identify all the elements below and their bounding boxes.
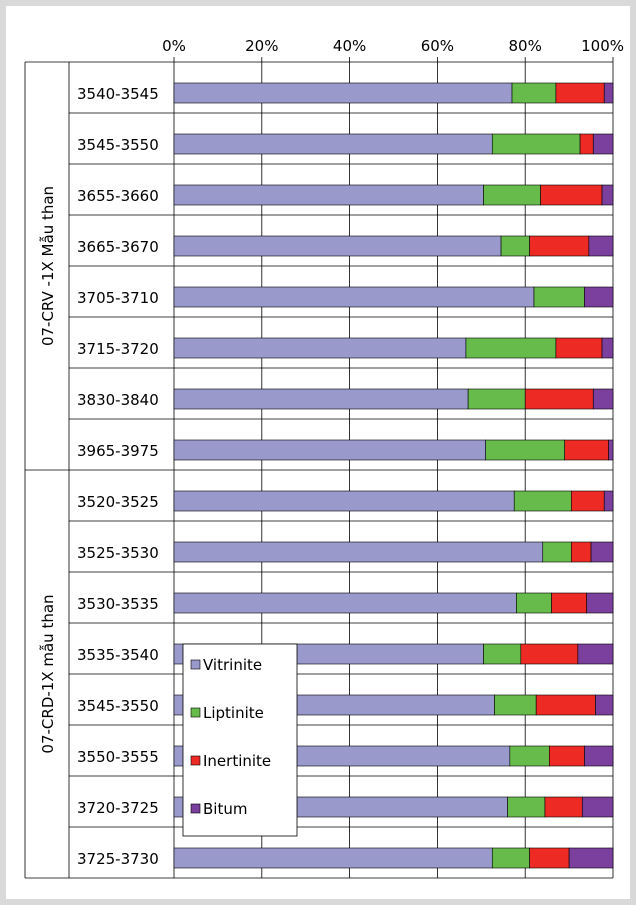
category-label: 3705-3710 [77,289,159,307]
bar-segment-inertinite [579,133,594,155]
bar-segment-bitum [601,337,614,359]
bar-segment-liptinite [500,235,530,257]
bar-segment-bitum [590,541,614,563]
bar-segment-vitrinite [173,388,469,410]
bar-segment-inertinite [570,490,605,512]
category-label: 3720-3725 [77,799,159,817]
bar-segment-inertinite [551,592,587,614]
bar-segment-liptinite [513,490,572,512]
legend-swatch-inertinite [190,755,201,766]
bar-segment-inertinite [564,439,609,461]
bar-segment-bitum [595,694,614,716]
legend-label: Inertinite [203,752,271,770]
bar-segment-inertinite [529,847,570,869]
bar-segment-inertinite [570,541,592,563]
bar-segment-vitrinite [173,337,467,359]
group-label: 07-CRD-1X mẫu than [39,594,57,753]
bar-segment-vitrinite [173,235,502,257]
category-label: 3545-3550 [77,697,159,715]
bar-segment-inertinite [524,388,594,410]
category-label: 3830-3840 [77,391,159,409]
bar-segment-bitum [592,388,614,410]
bar-segment-liptinite [494,694,537,716]
bar-segment-bitum [584,745,614,767]
bar-segment-inertinite [555,337,603,359]
bar-segment-bitum [592,133,614,155]
bar-segment-bitum [601,184,614,206]
bar-segment-liptinite [511,82,557,104]
bar-segment-bitum [577,643,614,665]
bar-segment-bitum [581,796,614,818]
legend-swatch-vitrinite [190,659,201,670]
bar-segment-inertinite [520,643,579,665]
bar-segment-vitrinite [173,184,484,206]
bar-segment-liptinite [465,337,557,359]
category-label: 3545-3550 [77,136,159,154]
bar-segment-vitrinite [173,592,517,614]
x-tick-label: 80% [509,37,542,55]
bar-segment-bitum [603,490,614,512]
category-label: 3665-3670 [77,238,159,256]
category-label: 3540-3545 [77,85,159,103]
x-tick-label: 20% [245,37,278,55]
bar-segment-liptinite [491,133,581,155]
bar-segment-liptinite [516,592,552,614]
bar-segment-vitrinite [173,133,493,155]
bar-segment-inertinite [540,184,603,206]
bar-segment-inertinite [555,82,605,104]
category-label: 3525-3530 [77,544,159,562]
x-tick-label: 100% [581,37,624,55]
bar-segment-bitum [603,82,614,104]
x-tick-label: 40% [333,37,366,55]
bar-segment-bitum [568,847,614,869]
bar-segment-liptinite [467,388,526,410]
bar-segment-liptinite [509,745,550,767]
bar-segment-inertinite [544,796,583,818]
bar-segment-vitrinite [173,490,515,512]
bar-segment-liptinite [507,796,546,818]
bar-segment-vitrinite [173,541,544,563]
x-tick-label: 0% [162,37,186,55]
bar-segment-vitrinite [173,847,493,869]
bar-segment-liptinite [491,847,530,869]
bar-segment-liptinite [542,541,572,563]
bar-segment-inertinite [549,745,585,767]
legend-swatch-liptinite [190,707,201,718]
category-label: 3520-3525 [77,493,159,511]
category-label: 3535-3540 [77,646,159,664]
bar-segment-inertinite [529,235,590,257]
bar-segment-vitrinite [173,439,486,461]
legend-label: Bitum [203,800,247,818]
category-label: 3655-3660 [77,187,159,205]
bar-segment-inertinite [535,694,596,716]
bar-segment-vitrinite [173,286,535,308]
bar-segment-liptinite [483,184,541,206]
category-label: 3725-3730 [77,850,159,868]
category-label: 3965-3975 [77,442,159,460]
legend-label: Vitrinite [203,656,262,674]
bar-segment-liptinite [485,439,566,461]
bar-segment-bitum [588,235,614,257]
x-tick-label: 60% [421,37,454,55]
category-label: 3530-3535 [77,595,159,613]
bar-segment-liptinite [533,286,585,308]
bar-segment-bitum [584,286,614,308]
group-label: 07-CRV -1X Mẫu than [39,186,57,346]
category-label: 3715-3720 [77,340,159,358]
bar-segment-vitrinite [173,82,513,104]
bar-segment-bitum [586,592,614,614]
stacked-bar-chart: 0% 20% 40% 60% 80% 100% 3540-3545 3545-3550 3655… [24,37,624,879]
legend-swatch-bitum [190,803,201,814]
bar-segment-liptinite [483,643,522,665]
legend-box [182,643,298,837]
category-label: 3550-3555 [77,748,159,766]
legend-label: Liptinite [203,704,264,722]
bar-segment-bitum [608,439,614,461]
